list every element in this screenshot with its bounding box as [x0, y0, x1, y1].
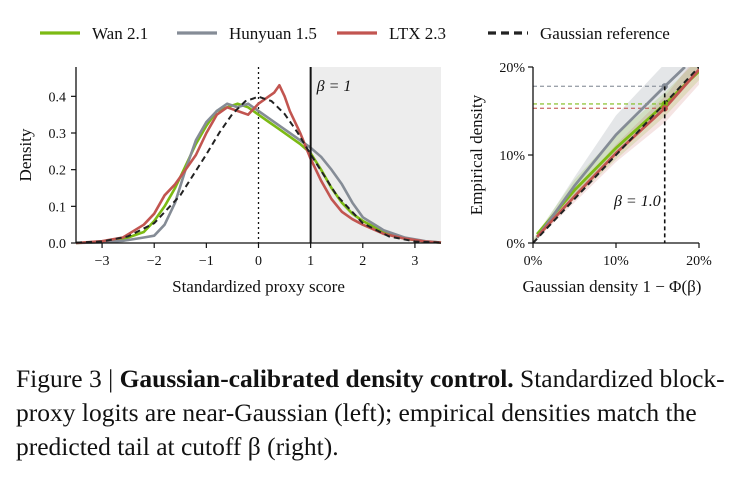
left-xtick-label-4: 1: [307, 254, 314, 269]
density-plot: β = 1 −3 −2 −1 0 1 2 3 0.0 0.1 0.2 0.3 0.4 Standardiz…: [16, 67, 442, 296]
legend-label-1: Hunyuan 1.5: [229, 24, 317, 43]
left-ytick-label-2: 0.2: [49, 164, 67, 179]
legend-label-3: Gaussian reference: [540, 24, 670, 43]
caption-title: Gaussian-calibrated density control.: [119, 364, 514, 393]
figure-caption: Figure 3 | Gaussian-calibrated density c…: [16, 362, 728, 464]
density-series-3: [75, 95, 442, 244]
legend-label-0: Wan 2.1: [92, 24, 148, 43]
figure: Wan 2.1 Hunyuan 1.5 LTX 2.3 Gaussian refere…: [16, 24, 712, 296]
right-xtick-label-1: 10%: [603, 254, 629, 269]
legend-label-2: LTX 2.3: [389, 24, 446, 43]
calibration-plot: β = 1.0 0% 10% 20% 0% 10% 20% Gaussian density …: [467, 61, 712, 296]
cutoff-label-right: β = 1.0: [613, 193, 661, 210]
calibration-series-1: [535, 67, 686, 239]
left-ytick-label-1: 0.1: [49, 200, 67, 215]
left-xtick-label-5: 2: [359, 254, 366, 269]
density-series-1: [75, 102, 442, 245]
tail-shade: [310, 67, 441, 243]
right-ytick-label-2: 20%: [499, 61, 525, 76]
left-xtick-label-6: 3: [411, 254, 418, 269]
density-series-2: [75, 84, 442, 245]
right-y-axis-title: Empirical density: [467, 94, 486, 215]
right-xtick-label-2: 20%: [686, 254, 712, 269]
left-ytick-label-3: 0.3: [49, 127, 67, 142]
calibration-series-2: [536, 68, 699, 238]
right-x-axis-title: Gaussian density 1 − Φ(β): [523, 277, 702, 296]
right-ytick-label-0: 0%: [506, 237, 525, 252]
left-ytick-label-4: 0.4: [49, 90, 67, 105]
caption-body: Standardized block-proxy logits are near…: [16, 364, 725, 461]
right-xtick-label-0: 0%: [524, 254, 543, 269]
cutoff-label: β = 1: [316, 78, 352, 95]
right-ytick-label-1: 10%: [499, 149, 525, 164]
left-xtick-label-3: 0: [255, 254, 262, 269]
left-xtick-label-2: −1: [199, 254, 214, 269]
caption-prefix: Figure 3 |: [16, 364, 120, 393]
left-ytick-label-0: 0.0: [49, 237, 67, 252]
legend: Wan 2.1 Hunyuan 1.5 LTX 2.3 Gaussian refere…: [40, 24, 670, 43]
left-y-axis-title: Density: [16, 128, 35, 181]
calibration-series-3: [533, 67, 699, 243]
left-xtick-label-0: −3: [95, 254, 110, 269]
left-xtick-label-1: −2: [147, 254, 162, 269]
calibration-plot-area: [533, 67, 699, 243]
left-x-axis-title: Standardized proxy score: [172, 277, 345, 296]
